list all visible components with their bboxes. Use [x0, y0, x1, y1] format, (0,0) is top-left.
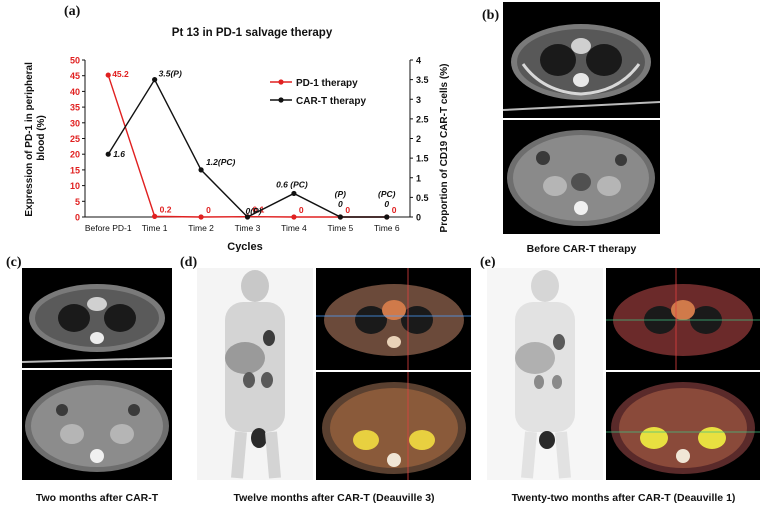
chart-title: Pt 13 in PD-1 salvage therapy	[172, 27, 333, 39]
pd1-data-label: 0	[206, 205, 211, 215]
left-tick-label: 30	[70, 118, 80, 128]
legend-marker-cart	[278, 97, 284, 103]
ct-chest-before	[503, 2, 660, 118]
legend-label-cart: CAR-T therapy	[296, 96, 366, 107]
series-lines: 45.20.2 0 0.1 0 0 01.63.5(P)1.2(PC)0(P)0.6 (P…	[105, 69, 397, 220]
panel-label-e: (e)	[480, 255, 496, 270]
left-tick-label: 35	[70, 103, 80, 113]
cart-point	[291, 190, 297, 197]
ct-chest-two-months	[22, 268, 172, 368]
right-tick-label: 0	[416, 213, 421, 223]
x-tick-label: Time 1	[142, 223, 168, 233]
panel-label-c: (c)	[6, 255, 22, 270]
pd1-cart-line-chart: Pt 13 in PD-1 salvage therapy 0510152025…	[24, 27, 450, 252]
caption-d: Twelve months after CAR-T (Deauville 3)	[233, 492, 435, 504]
panel-label-d: (d)	[180, 255, 198, 270]
cart-point	[105, 151, 111, 157]
pd1-point	[291, 214, 297, 220]
x-tick-label: Time 2	[188, 223, 214, 233]
cart-data-label: 1.2(PC)	[206, 157, 235, 167]
x-tick-label: Time 6	[374, 223, 400, 233]
cart-response-label: (P)	[335, 189, 347, 199]
y-axis-label-left-line1: Expression of PD-1 in peripheral	[24, 62, 35, 217]
cart-point	[244, 214, 251, 220]
right-y-axis: 0 0.5 1 1.5 2 2.5 3 3.5 4	[409, 56, 429, 223]
legend-label-pd1: PD-1 therapy	[296, 78, 358, 89]
cart-point	[152, 77, 158, 83]
caption-c: Two months after CAR-T	[35, 492, 159, 504]
pd1-point	[198, 214, 204, 220]
pd1-data-label: 0.1	[253, 205, 265, 215]
pet-mip-twenty-two-months	[487, 268, 603, 480]
cart-data-label: 1.6	[113, 149, 125, 159]
y-axis-label-left: Expression of PD-1 in peripheral blood (…	[24, 59, 47, 216]
x-tick-label: Before PD-1	[85, 223, 132, 233]
pd1-point	[152, 213, 158, 219]
pet-mip-twelve-months	[197, 268, 313, 480]
right-tick-label: 2	[416, 134, 421, 144]
y-axis-label-left-line2: blood (%)	[36, 115, 47, 161]
y-axis-label-right: Proportion of CD19 CAR-T cells (%)	[439, 64, 450, 233]
left-y-axis: 0 5 10 15 20 25 30 35 40 45 50	[70, 56, 86, 223]
pd1-data-label: 0	[392, 205, 397, 215]
panel-label-a: (a)	[64, 4, 81, 19]
x-tick-label: Time 5	[328, 223, 354, 233]
caption-b: Before CAR-T therapy	[526, 243, 637, 255]
left-tick-label: 15	[70, 165, 80, 175]
right-tick-label: 0.5	[416, 193, 429, 203]
right-tick-label: 4	[416, 56, 421, 66]
left-tick-label: 25	[70, 134, 80, 144]
pet-ct-chest-twelve-months	[316, 268, 471, 370]
ct-abdomen-before	[503, 120, 660, 234]
cart-point	[198, 167, 204, 173]
right-tick-label: 1.5	[416, 154, 429, 164]
pd1-data-label: 0	[345, 205, 350, 215]
right-tick-label: 3.5	[416, 75, 429, 85]
right-tick-label: 1	[416, 173, 421, 183]
left-tick-label: 45	[70, 71, 80, 81]
cart-point	[384, 214, 390, 220]
left-tick-label: 10	[70, 181, 80, 191]
pd1-data-label: 0.2	[160, 204, 172, 214]
pd1-point	[105, 72, 111, 78]
cart-data-label: 0	[384, 199, 389, 209]
pd1-data-label: 0	[299, 205, 304, 215]
cart-data-label: 0(P)	[246, 206, 262, 216]
panel-label-b: (b)	[482, 8, 500, 23]
left-tick-label: 40	[70, 87, 80, 97]
right-tick-label: 3	[416, 95, 421, 105]
chart-legend: PD-1 therapy CAR-T therapy	[270, 78, 366, 107]
pet-ct-chest-twenty-two-months	[606, 268, 760, 370]
x-axis-label: Cycles	[227, 241, 262, 252]
pet-ct-abdomen-twenty-two-months	[606, 372, 760, 480]
x-tick-label: Time 3	[235, 223, 261, 233]
cart-data-label: 0	[338, 199, 343, 209]
pd1-data-label: 45.2	[112, 69, 129, 79]
left-tick-label: 50	[70, 56, 80, 66]
cart-response-label: (PC)	[378, 189, 396, 199]
pet-ct-abdomen-twelve-months	[316, 372, 471, 480]
x-tick-label: Time 4	[281, 223, 307, 233]
left-tick-label: 0	[75, 213, 80, 223]
cart-data-label: 0.6 (PC)	[276, 179, 308, 189]
caption-e: Twenty-two months after CAR-T (Deauville…	[511, 492, 736, 504]
left-tick-label: 20	[70, 150, 80, 160]
cart-point	[337, 214, 343, 220]
cart-data-label: 3.5(P)	[159, 69, 182, 79]
left-tick-label: 5	[75, 197, 80, 207]
right-tick-label: 2.5	[416, 114, 429, 124]
legend-marker-pd1	[278, 79, 284, 85]
ct-abdomen-two-months	[22, 370, 172, 480]
